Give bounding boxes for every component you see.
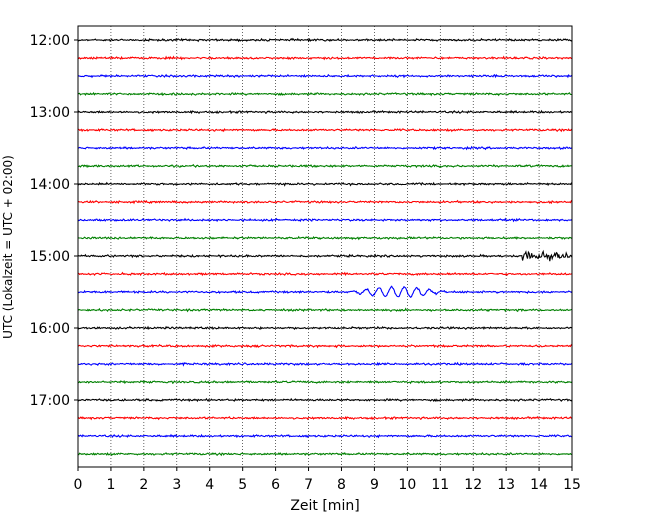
trace-15:45 <box>77 307 573 313</box>
trace-13:30 <box>77 145 573 151</box>
trace-17:00 <box>77 397 573 403</box>
y-tick-label-14:00: 14:00 <box>30 177 70 193</box>
trace-15:00 <box>77 249 573 262</box>
x-tick-label-11: 11 <box>431 477 449 493</box>
trace-17:30 <box>77 433 573 439</box>
trace-12:45 <box>77 91 572 97</box>
y-axis-label: UTC (Lokalzeit = UTC + 02:00) <box>1 155 15 339</box>
plot-frame <box>77 25 573 468</box>
y-tick-label-13:00: 13:00 <box>30 105 70 121</box>
x-tick-label-5: 5 <box>238 477 247 493</box>
trace-13:45 <box>77 163 572 169</box>
trace-14:30 <box>77 217 573 223</box>
trace-14:45 <box>77 235 573 241</box>
x-tick-label-15: 15 <box>563 477 581 493</box>
trace-16:15 <box>77 343 573 349</box>
trace-13:00 <box>77 109 573 115</box>
x-tick-label-7: 7 <box>304 477 313 493</box>
trace-16:45 <box>77 379 573 385</box>
trace-12:00 <box>77 37 573 43</box>
x-tick-label-6: 6 <box>271 477 280 493</box>
trace-12:15 <box>77 55 572 61</box>
trace-14:15 <box>77 199 573 205</box>
trace-12:30 <box>77 73 573 79</box>
y-axis-ticks: 12:00 13:00 14:00 15:00 16:00 17:00 <box>30 33 78 409</box>
x-tick-label-14: 14 <box>530 477 548 493</box>
x-tick-label-4: 4 <box>205 477 214 493</box>
y-tick-label-12:00: 12:00 <box>30 33 70 49</box>
x-tick-label-1: 1 <box>106 477 115 493</box>
x-axis-ticks: 0 1 2 3 4 5 6 7 8 9 10 11 12 13 14 15 <box>74 467 581 493</box>
x-tick-label-9: 9 <box>370 477 379 493</box>
trace-14:00 <box>77 181 573 187</box>
x-tick-label-0: 0 <box>74 477 83 493</box>
x-tick-label-10: 10 <box>398 477 416 493</box>
x-tick-label-13: 13 <box>497 477 515 493</box>
trace-16:30 <box>77 361 573 367</box>
y-tick-label-17:00: 17:00 <box>30 393 70 409</box>
y-tick-label-16:00: 16:00 <box>30 321 70 337</box>
y-tick-label-15:00: 15:00 <box>30 249 70 265</box>
x-tick-label-12: 12 <box>464 477 482 493</box>
seismic-traces <box>77 37 573 457</box>
x-tick-label-2: 2 <box>139 477 148 493</box>
trace-15:30 <box>77 285 573 299</box>
x-tick-label-8: 8 <box>337 477 346 493</box>
trace-15:15 <box>77 271 573 277</box>
trace-16:00 <box>77 325 573 331</box>
x-tick-label-3: 3 <box>172 477 181 493</box>
trace-17:15 <box>77 416 573 421</box>
trace-17:45 <box>77 451 573 457</box>
x-axis-label: Zeit [min] <box>290 498 359 514</box>
trace-13:15 <box>77 127 573 133</box>
